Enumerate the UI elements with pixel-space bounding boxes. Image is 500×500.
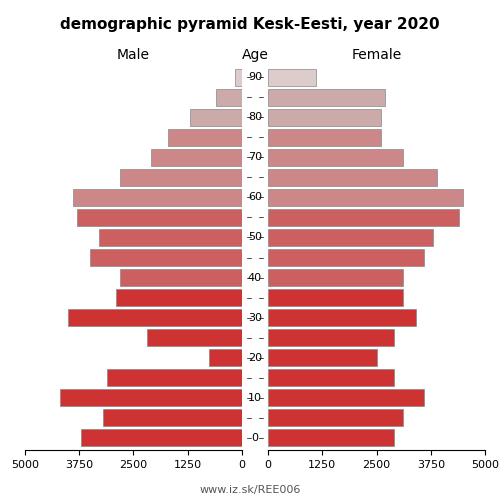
Bar <box>268 289 402 306</box>
Text: 80: 80 <box>248 112 262 122</box>
Bar <box>108 370 242 386</box>
Bar <box>120 269 242 286</box>
Text: 0: 0 <box>252 433 258 443</box>
Bar <box>268 209 459 226</box>
Bar <box>268 329 394 346</box>
Text: 90: 90 <box>248 72 262 82</box>
Text: 10: 10 <box>248 393 262 403</box>
Text: 20: 20 <box>248 353 262 363</box>
Bar <box>268 88 385 106</box>
Bar <box>268 169 438 186</box>
Text: 70: 70 <box>248 152 262 162</box>
Title: Age: Age <box>242 48 268 62</box>
Bar <box>72 189 242 206</box>
Bar <box>268 430 394 446</box>
Bar <box>268 148 402 166</box>
Bar <box>268 370 394 386</box>
Bar <box>120 169 242 186</box>
Bar <box>268 390 424 406</box>
Bar <box>268 249 424 266</box>
Bar <box>168 128 242 146</box>
Bar <box>268 108 381 126</box>
Bar <box>99 229 242 246</box>
Bar <box>77 209 242 226</box>
Bar <box>268 410 402 426</box>
Text: 30: 30 <box>248 312 262 322</box>
Bar <box>210 349 242 366</box>
Bar <box>68 309 242 326</box>
Bar <box>268 269 402 286</box>
Bar <box>190 108 242 126</box>
Bar <box>82 430 242 446</box>
Text: 60: 60 <box>248 192 262 202</box>
Bar <box>268 189 464 206</box>
Bar <box>268 128 381 146</box>
Bar <box>60 390 242 406</box>
Bar <box>103 410 242 426</box>
Bar <box>116 289 242 306</box>
Bar <box>151 148 242 166</box>
Text: 40: 40 <box>248 272 262 282</box>
Bar <box>268 68 316 86</box>
Title: Male: Male <box>117 48 150 62</box>
Text: 50: 50 <box>248 232 262 242</box>
Bar <box>268 349 376 366</box>
Bar <box>268 229 433 246</box>
Bar <box>268 309 416 326</box>
Bar <box>146 329 242 346</box>
Text: www.iz.sk/REE006: www.iz.sk/REE006 <box>200 485 300 495</box>
Title: Female: Female <box>352 48 402 62</box>
Bar <box>216 88 242 106</box>
Text: demographic pyramid Kesk-Eesti, year 2020: demographic pyramid Kesk-Eesti, year 202… <box>60 18 440 32</box>
Bar <box>236 68 242 86</box>
Bar <box>90 249 242 266</box>
